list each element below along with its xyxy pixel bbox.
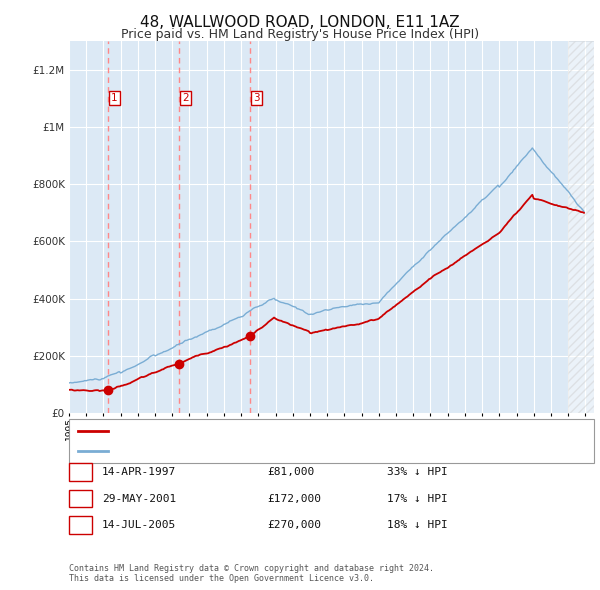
Text: 2: 2 xyxy=(77,494,84,503)
Text: 17% ↓ HPI: 17% ↓ HPI xyxy=(387,494,448,503)
Text: 33% ↓ HPI: 33% ↓ HPI xyxy=(387,467,448,477)
Text: Contains HM Land Registry data © Crown copyright and database right 2024.
This d: Contains HM Land Registry data © Crown c… xyxy=(69,563,434,583)
Text: 3: 3 xyxy=(77,520,84,530)
Text: 18% ↓ HPI: 18% ↓ HPI xyxy=(387,520,448,530)
Text: 1: 1 xyxy=(77,467,84,477)
Text: £172,000: £172,000 xyxy=(267,494,321,503)
Text: 3: 3 xyxy=(253,93,260,103)
Text: 1: 1 xyxy=(111,93,118,103)
Text: 2: 2 xyxy=(182,93,188,103)
Bar xyxy=(568,41,594,413)
Text: 14-APR-1997: 14-APR-1997 xyxy=(102,467,176,477)
Text: £270,000: £270,000 xyxy=(267,520,321,530)
Text: £81,000: £81,000 xyxy=(267,467,314,477)
Text: 29-MAY-2001: 29-MAY-2001 xyxy=(102,494,176,503)
Text: 48, WALLWOOD ROAD, LONDON, E11 1AZ: 48, WALLWOOD ROAD, LONDON, E11 1AZ xyxy=(140,15,460,30)
Text: 14-JUL-2005: 14-JUL-2005 xyxy=(102,520,176,530)
Text: HPI: Average price, detached house, Waltham Forest: HPI: Average price, detached house, Walt… xyxy=(114,446,388,455)
Text: 48, WALLWOOD ROAD, LONDON, E11 1AZ (detached house): 48, WALLWOOD ROAD, LONDON, E11 1AZ (deta… xyxy=(114,427,427,436)
Text: Price paid vs. HM Land Registry's House Price Index (HPI): Price paid vs. HM Land Registry's House … xyxy=(121,28,479,41)
